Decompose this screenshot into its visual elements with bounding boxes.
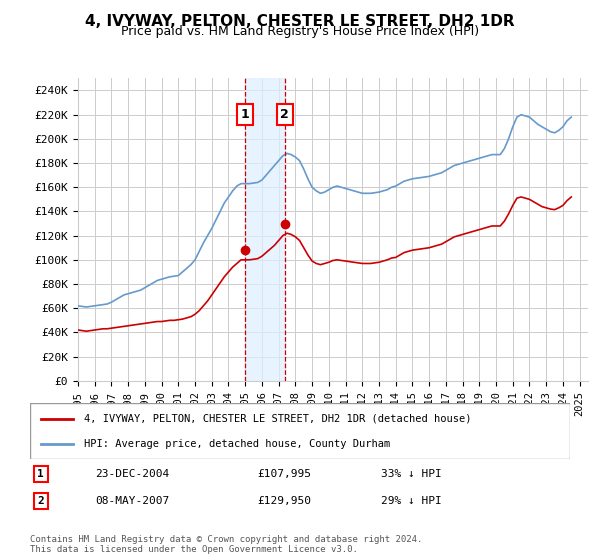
Bar xyxy=(245,78,284,381)
Text: 2: 2 xyxy=(37,496,44,506)
Text: £107,995: £107,995 xyxy=(257,469,311,479)
Text: 2: 2 xyxy=(280,108,289,121)
Text: HPI: Average price, detached house, County Durham: HPI: Average price, detached house, Coun… xyxy=(84,438,390,449)
Text: 08-MAY-2007: 08-MAY-2007 xyxy=(95,496,169,506)
Text: 33% ↓ HPI: 33% ↓ HPI xyxy=(381,469,442,479)
Text: 4, IVYWAY, PELTON, CHESTER LE STREET, DH2 1DR (detached house): 4, IVYWAY, PELTON, CHESTER LE STREET, DH… xyxy=(84,414,472,424)
Text: Contains HM Land Registry data © Crown copyright and database right 2024.
This d: Contains HM Land Registry data © Crown c… xyxy=(30,535,422,554)
Text: £129,950: £129,950 xyxy=(257,496,311,506)
FancyBboxPatch shape xyxy=(30,403,570,459)
Text: 23-DEC-2004: 23-DEC-2004 xyxy=(95,469,169,479)
Text: 1: 1 xyxy=(37,469,44,479)
Text: 29% ↓ HPI: 29% ↓ HPI xyxy=(381,496,442,506)
Text: 1: 1 xyxy=(241,108,249,121)
Text: 4, IVYWAY, PELTON, CHESTER LE STREET, DH2 1DR: 4, IVYWAY, PELTON, CHESTER LE STREET, DH… xyxy=(85,14,515,29)
Text: Price paid vs. HM Land Registry's House Price Index (HPI): Price paid vs. HM Land Registry's House … xyxy=(121,25,479,38)
